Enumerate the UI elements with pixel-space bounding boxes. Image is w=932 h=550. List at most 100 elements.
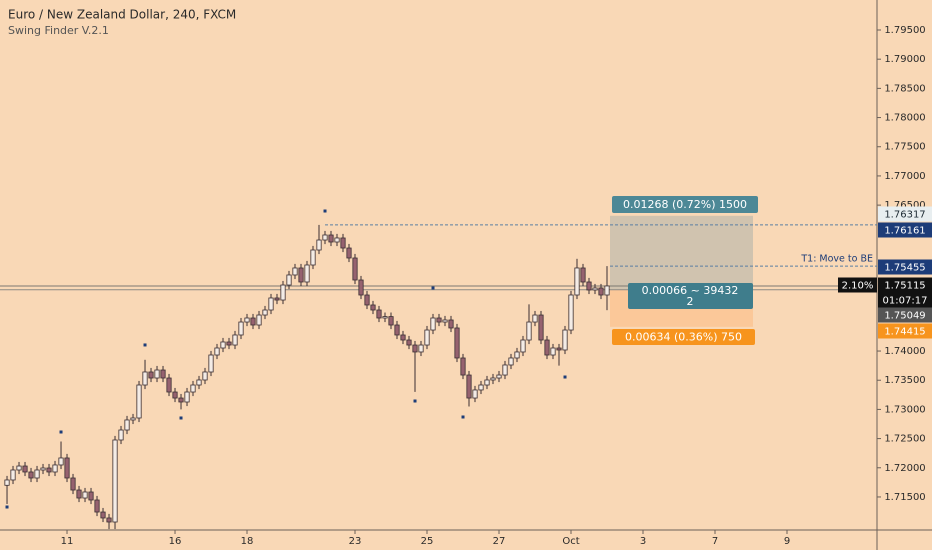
- swing-point: [431, 286, 435, 290]
- candle-body: [106, 517, 112, 523]
- candle-body: [304, 264, 310, 283]
- candle-body: [226, 341, 232, 346]
- swing-point: [59, 430, 63, 434]
- profit-zone: [610, 215, 753, 290]
- candle-body: [280, 284, 286, 301]
- candle-body: [16, 465, 22, 471]
- candle-body: [358, 279, 364, 296]
- swing-point: [563, 375, 567, 379]
- candle-body: [514, 351, 520, 359]
- x-tick-label: 9: [784, 536, 790, 547]
- candle-body: [532, 314, 538, 323]
- candle-body: [316, 239, 322, 251]
- candle-body: [460, 357, 466, 376]
- stop-price: 1.74415: [884, 327, 925, 338]
- candle-body: [472, 389, 478, 399]
- t1-price: 1.75455: [884, 263, 925, 274]
- stop-label: 0.00634 (0.36%) 750: [625, 331, 742, 344]
- candle-body: [64, 457, 70, 479]
- x-tick-label: Oct: [562, 536, 579, 547]
- candle-body: [382, 316, 388, 319]
- swing-point: [461, 415, 465, 419]
- candle-body: [292, 267, 298, 276]
- candle-body: [268, 297, 274, 311]
- candle-body: [346, 247, 352, 259]
- candle-body: [502, 364, 508, 376]
- candle-body: [412, 344, 418, 353]
- candle-body: [388, 316, 394, 326]
- candle-body: [328, 234, 334, 243]
- candle-body: [490, 377, 496, 381]
- candle-body: [136, 384, 142, 419]
- candle-body: [442, 319, 448, 323]
- candle-body: [148, 371, 154, 379]
- candle-body: [550, 347, 556, 356]
- swing-point: [323, 209, 327, 213]
- status-label: 0.00066 ~ 39432: [642, 284, 739, 297]
- candle-body: [112, 439, 118, 523]
- y-tick-label: 1.79000: [884, 54, 925, 65]
- candle-body: [220, 341, 226, 349]
- candle-body: [94, 499, 100, 513]
- last-price-bg: [878, 277, 932, 293]
- y-tick-label: 1.77000: [884, 171, 925, 182]
- candle-body: [604, 285, 610, 296]
- candle-body: [232, 334, 238, 346]
- candle-body: [166, 377, 172, 393]
- y-tick-label: 1.74000: [884, 346, 925, 357]
- candle-body: [520, 339, 526, 353]
- candle-body: [352, 257, 358, 281]
- x-tick-label: 27: [493, 536, 506, 547]
- y-tick-label: 1.71500: [884, 492, 925, 503]
- y-tick-label: 1.73500: [884, 375, 925, 386]
- candle-body: [508, 357, 514, 366]
- candle-body: [10, 469, 16, 481]
- candle-body: [334, 237, 340, 243]
- candle-body: [172, 391, 178, 399]
- candle-body: [424, 329, 430, 346]
- candle-body: [574, 267, 580, 296]
- candle-body: [202, 371, 208, 381]
- candle-body: [286, 274, 292, 286]
- candle-body: [406, 339, 412, 346]
- target-label: 0.01268 (0.72%) 1500: [623, 198, 747, 211]
- change-bg: [838, 277, 877, 293]
- candle-body: [118, 429, 124, 441]
- candle-body: [178, 397, 184, 403]
- x-tick-label: 23: [349, 536, 362, 547]
- candle-body: [364, 294, 370, 306]
- candle-body: [34, 469, 40, 479]
- candle-body: [154, 369, 160, 379]
- candle-body: [28, 471, 34, 479]
- swing-point: [179, 416, 183, 420]
- stop-label-box: [612, 329, 755, 345]
- candle-body: [580, 267, 586, 283]
- candle-body: [496, 374, 502, 379]
- x-tick-label: 25: [421, 536, 434, 547]
- x-tick-label: 18: [241, 536, 254, 547]
- candle-body: [592, 287, 598, 291]
- candle-body: [322, 234, 328, 241]
- y-tick-label: 1.77500: [884, 142, 925, 153]
- candle-body: [586, 281, 592, 291]
- swing-level-price-bg: [878, 222, 932, 238]
- candle-body: [208, 354, 214, 373]
- candle-body: [184, 391, 190, 403]
- candle-body: [370, 304, 376, 311]
- candle-body: [394, 324, 400, 336]
- candle-body: [526, 321, 532, 341]
- t1-price-bg: [878, 259, 932, 275]
- candle-body: [538, 314, 544, 341]
- x-tick-label: 11: [61, 536, 74, 547]
- candle-body: [82, 491, 88, 499]
- swing-point: [5, 505, 9, 509]
- candle-body: [124, 419, 130, 431]
- candle-body: [142, 371, 148, 386]
- candle-body: [310, 249, 316, 266]
- stop-price-bg: [878, 323, 932, 339]
- candle-body: [544, 339, 550, 356]
- candle-body: [454, 327, 460, 359]
- y-tick-label: 1.78500: [884, 83, 925, 94]
